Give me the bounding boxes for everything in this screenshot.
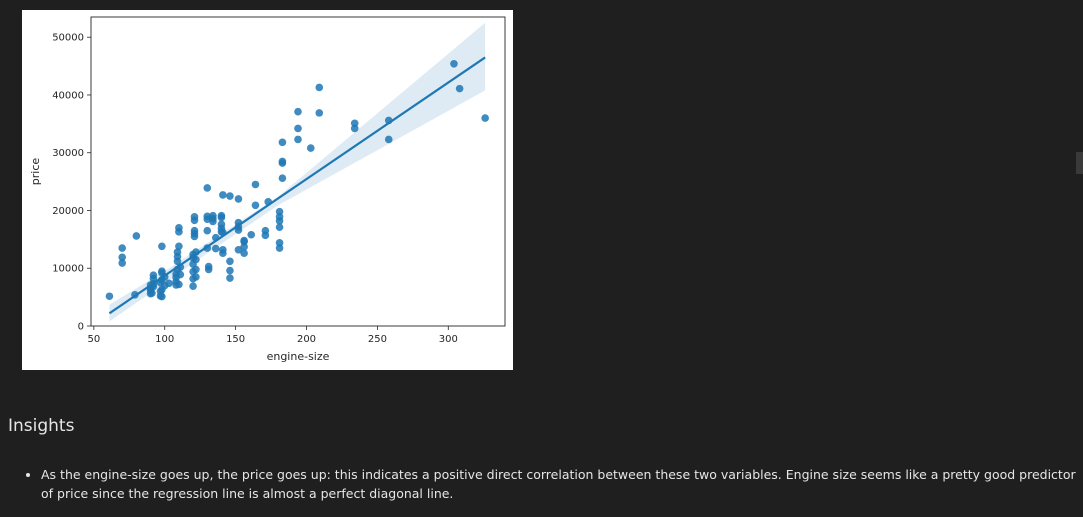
data-point — [176, 270, 185, 279]
data-point — [175, 280, 183, 289]
data-point — [217, 211, 226, 220]
data-point — [294, 107, 302, 116]
data-point — [175, 224, 183, 232]
data-point — [219, 191, 227, 199]
y-tick-label: 30000 — [52, 148, 84, 159]
data-point — [175, 242, 183, 251]
data-point — [226, 192, 234, 200]
data-point — [350, 124, 359, 133]
y-tick-label: 40000 — [52, 90, 84, 101]
insights-list: As the engine-size goes up, the price go… — [22, 465, 1083, 503]
axes-frame — [90, 16, 506, 327]
data-point — [226, 257, 234, 266]
insights-heading: Insights — [8, 416, 75, 436]
data-point — [384, 135, 393, 144]
data-point — [148, 289, 156, 297]
data-point — [192, 265, 200, 274]
data-point — [192, 255, 200, 264]
data-point — [481, 114, 489, 122]
data-point — [158, 242, 166, 251]
data-point — [350, 119, 359, 128]
data-point — [251, 201, 260, 210]
data-point — [278, 157, 287, 166]
data-point — [219, 245, 227, 254]
data-point — [278, 174, 287, 182]
data-point — [211, 244, 220, 253]
plot-output: 50 100 150 200 250 300 0 10000 20000 30000 40000 50… — [22, 10, 513, 370]
data-point — [190, 213, 199, 221]
y-tick-label: 20000 — [52, 206, 84, 217]
data-point — [275, 207, 284, 216]
x-tick-label: 300 — [439, 334, 458, 345]
y-tick-label: 0 — [78, 322, 84, 333]
data-point — [158, 292, 166, 301]
data-point — [275, 244, 284, 252]
data-point — [173, 248, 182, 256]
data-point — [261, 226, 270, 235]
data-point — [149, 271, 158, 279]
data-point — [275, 223, 284, 232]
x-tick-label: 150 — [226, 334, 245, 345]
data-point — [455, 84, 464, 93]
data-point — [118, 253, 126, 262]
confidence-band — [109, 22, 486, 322]
data-point — [118, 259, 126, 267]
data-point — [158, 267, 166, 275]
scrollbar-thumb[interactable] — [1076, 152, 1083, 174]
data-point — [204, 262, 213, 271]
y-tick-label: 10000 — [52, 264, 84, 275]
data-point — [234, 245, 243, 254]
data-point — [217, 220, 226, 229]
data-point — [203, 226, 212, 235]
data-point — [247, 230, 256, 239]
y-axis-label: price — [29, 158, 42, 186]
data-point — [192, 273, 200, 281]
data-point — [209, 211, 217, 220]
data-point — [315, 83, 324, 92]
x-tick-label: 200 — [297, 334, 316, 345]
data-point — [226, 266, 234, 275]
data-point — [132, 232, 141, 240]
data-point — [315, 109, 324, 117]
scatter-chart: 50 100 150 200 250 300 0 10000 20000 30000 40000 50… — [29, 16, 506, 363]
data-point — [118, 244, 126, 252]
data-point — [278, 138, 287, 147]
data-point — [450, 59, 458, 68]
regression-line — [108, 56, 486, 315]
data-point — [203, 184, 212, 192]
data-point — [240, 249, 248, 258]
data-point — [294, 124, 302, 133]
data-point — [306, 144, 315, 152]
data-point — [190, 226, 199, 235]
data-point — [189, 282, 197, 290]
data-point — [234, 195, 243, 203]
data-point — [226, 274, 234, 282]
data-point — [105, 292, 114, 301]
y-tick-label: 50000 — [52, 33, 84, 44]
x-axis-label: engine-size — [267, 350, 330, 363]
data-point — [240, 236, 248, 245]
data-point — [251, 180, 260, 189]
data-point — [275, 239, 284, 247]
data-point — [275, 213, 284, 221]
data-point — [165, 279, 173, 288]
data-point — [240, 243, 248, 251]
insight-bullet: As the engine-size goes up, the price go… — [41, 465, 1083, 503]
data-point — [294, 135, 302, 144]
x-tick-label: 100 — [155, 334, 174, 345]
x-tick-label: 50 — [87, 334, 100, 345]
x-tick-label: 250 — [368, 334, 387, 345]
